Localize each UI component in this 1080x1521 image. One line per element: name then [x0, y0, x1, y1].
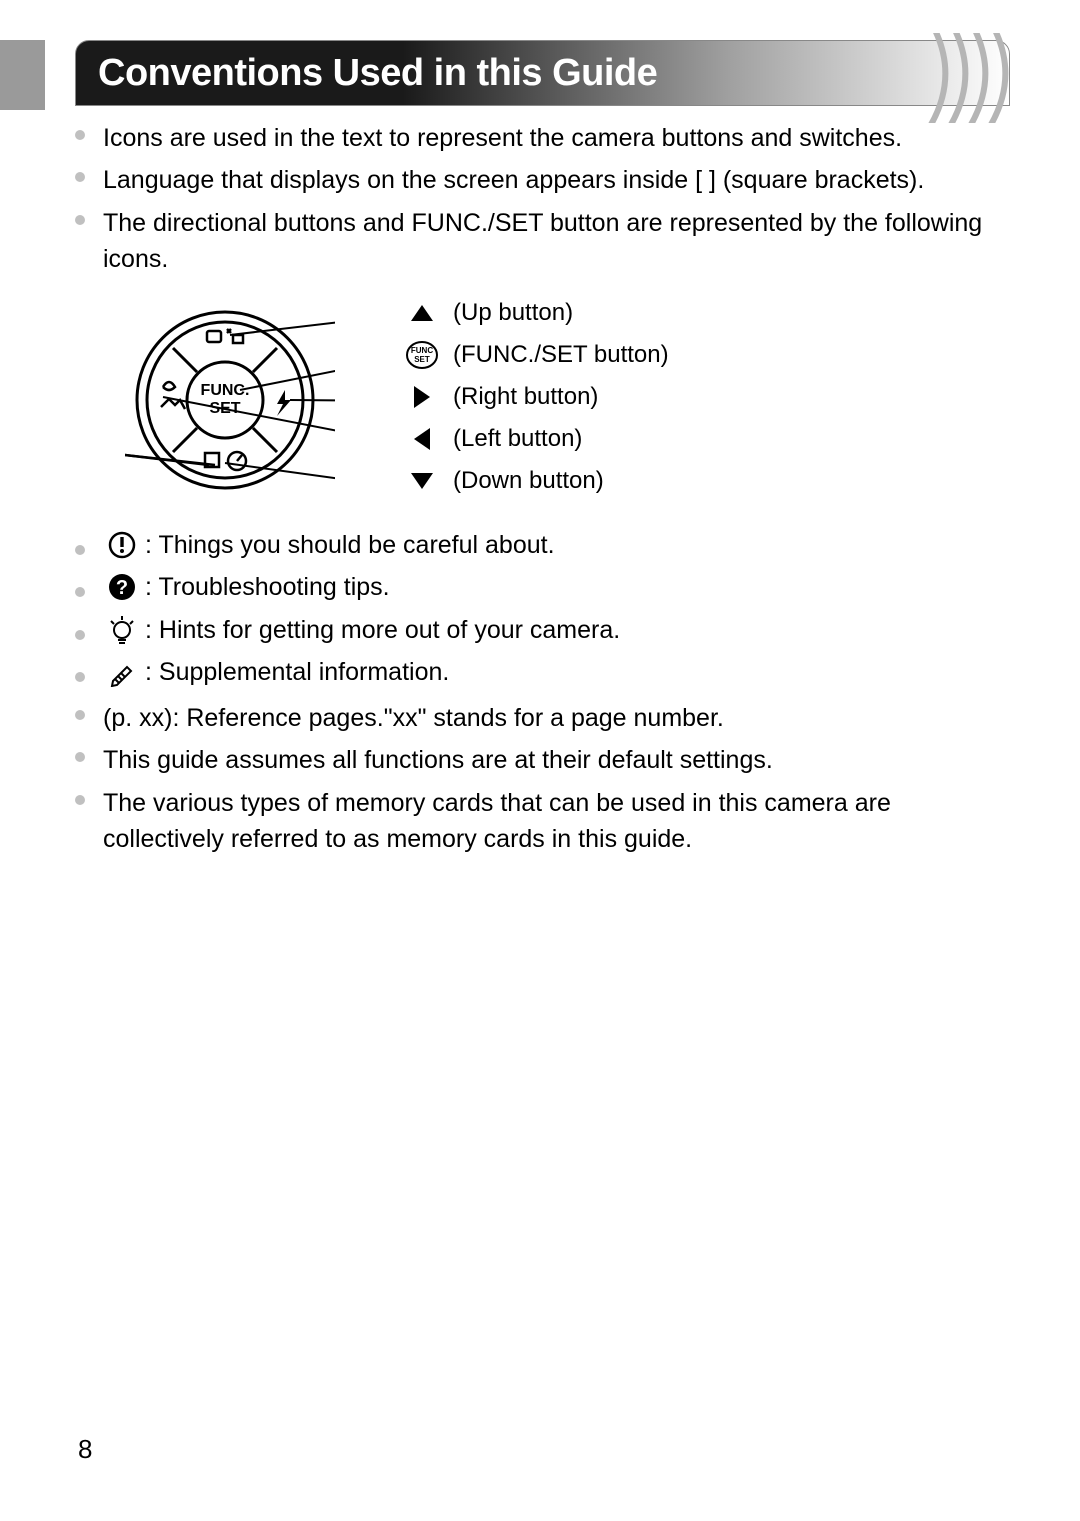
list-item: (p. xx): Reference pages."xx" stands for… — [75, 700, 1010, 736]
bullet-icon — [75, 172, 85, 182]
list-text: The directional buttons and FUNC./SET bu… — [103, 205, 1010, 278]
func-set-icon: FUNCSET — [405, 341, 439, 369]
button-diagram: FUNC. SET — [125, 295, 1010, 505]
down-triangle-icon — [405, 467, 439, 495]
list-item: This guide assumes all functions are at … — [75, 742, 1010, 778]
control-dial: FUNC. SET — [125, 295, 335, 505]
caution-icon — [105, 528, 139, 562]
bullet-icon — [75, 587, 85, 597]
list-item: The directional buttons and FUNC./SET bu… — [75, 205, 1010, 278]
list-text: The various types of memory cards that c… — [103, 785, 1010, 858]
bullet-icon — [75, 130, 85, 140]
bullet-icon — [75, 795, 85, 805]
list-text: This guide assumes all functions are at … — [103, 742, 773, 778]
bullet-icon — [75, 215, 85, 225]
icon-legend-list: : Things you should be careful about. ? … — [75, 527, 1010, 690]
bullet-icon — [75, 630, 85, 640]
pencil-icon — [105, 655, 139, 689]
right-button-row: (Right button) — [405, 383, 669, 411]
page-title: Conventions Used in this Guide — [98, 52, 657, 95]
list-text: Language that displays on the screen app… — [103, 162, 924, 198]
bullet-icon — [75, 710, 85, 720]
bullet-icon — [75, 752, 85, 762]
list-text: (p. xx): Reference pages."xx" stands for… — [103, 700, 724, 736]
label-text: (Right button) — [453, 383, 598, 411]
label-text: (FUNC./SET button) — [453, 341, 669, 369]
list-text: : Troubleshooting tips. — [145, 569, 390, 605]
svg-text:SET: SET — [414, 355, 430, 364]
list-item: : Hints for getting more out of your cam… — [75, 612, 1010, 648]
bottom-list: (p. xx): Reference pages."xx" stands for… — [75, 700, 1010, 857]
list-item: : Things you should be careful about. — [75, 527, 1010, 563]
label-text: (Up button) — [453, 299, 573, 327]
list-item: : Supplemental information. — [75, 654, 1010, 690]
svg-text:FUNC: FUNC — [411, 346, 433, 355]
list-text: Icons are used in the text to represent … — [103, 120, 902, 156]
button-label-column: (Up button) FUNCSET (FUNC./SET button) (… — [405, 295, 669, 495]
list-item: Language that displays on the screen app… — [75, 162, 1010, 198]
label-text: (Left button) — [453, 425, 582, 453]
bullet-icon — [75, 545, 85, 555]
document-page: Conventions Used in this Guide Icons are… — [0, 0, 1080, 1521]
question-icon: ? — [105, 570, 139, 604]
list-text: : Supplemental information. — [145, 654, 449, 690]
svg-text:?: ? — [116, 577, 128, 599]
lightbulb-icon — [105, 613, 139, 647]
func-button-row: FUNCSET (FUNC./SET button) — [405, 341, 669, 369]
list-item: The various types of memory cards that c… — [75, 785, 1010, 858]
label-text: (Down button) — [453, 467, 604, 495]
left-button-row: (Left button) — [405, 425, 669, 453]
list-item: ? : Troubleshooting tips. — [75, 569, 1010, 605]
left-triangle-icon — [405, 425, 439, 453]
corner-decor-icon — [899, 33, 1019, 123]
up-triangle-icon — [405, 299, 439, 327]
dial-icon: FUNC. SET — [125, 295, 335, 505]
title-bar: Conventions Used in this Guide — [75, 40, 1010, 106]
down-button-row: (Down button) — [405, 467, 669, 495]
right-triangle-icon — [405, 383, 439, 411]
side-tab — [0, 40, 45, 110]
list-item: Icons are used in the text to represent … — [75, 120, 1010, 156]
bullet-icon — [75, 672, 85, 682]
content-area: Icons are used in the text to represent … — [75, 106, 1010, 857]
list-text: : Things you should be careful about. — [145, 527, 555, 563]
page-number: 8 — [78, 1434, 92, 1465]
up-button-row: (Up button) — [405, 299, 669, 327]
intro-list: Icons are used in the text to represent … — [75, 120, 1010, 277]
list-text: : Hints for getting more out of your cam… — [145, 612, 620, 648]
